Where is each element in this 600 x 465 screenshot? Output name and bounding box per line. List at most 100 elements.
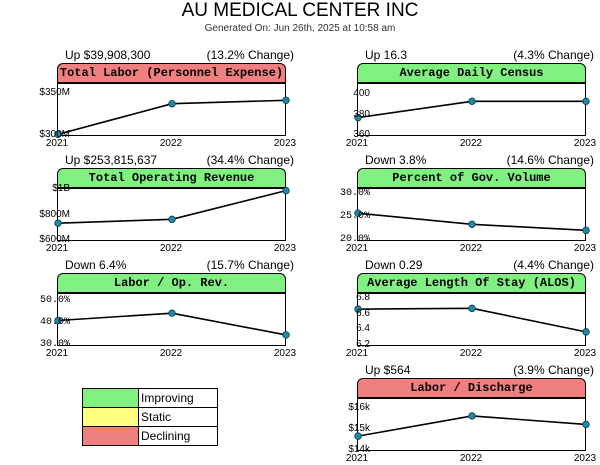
metric-title: Average Daily Census xyxy=(357,63,586,83)
data-point xyxy=(468,304,476,313)
y-tick-label: 30.0% xyxy=(339,187,370,199)
x-tick-label: 2021 xyxy=(45,243,69,254)
legend-item-declining: Declining xyxy=(83,427,217,445)
change-amount: Up $39,908,300 xyxy=(65,48,151,62)
plot-area xyxy=(54,186,290,241)
y-tick-label: $1B xyxy=(52,183,70,194)
data-point xyxy=(582,97,590,106)
plot-area xyxy=(354,188,590,241)
change-amount: Down 6.4% xyxy=(65,258,127,272)
x-tick-label: 2022 xyxy=(159,348,183,359)
legend-swatch-improving xyxy=(83,389,139,407)
data-point xyxy=(468,220,476,229)
data-point xyxy=(54,316,62,325)
data-point xyxy=(282,96,290,104)
chart-panel-labor-op-rev: Down 6.4% (15.7% Change) Labor / Op. Rev. 3… xyxy=(40,258,302,360)
x-tick-label: 2021 xyxy=(345,348,369,359)
change-percent: (4.3% Change) xyxy=(513,48,594,62)
chart-panel-total-operating-revenue: Up $253,815,637 (34.4% Change) Total Opera… xyxy=(39,153,302,255)
x-tick-label: 2022 xyxy=(459,243,483,254)
data-point xyxy=(582,328,590,336)
change-percent: (15.7% Change) xyxy=(206,258,294,272)
legend-label-static: Static xyxy=(141,410,172,424)
y-tick-label: 360 xyxy=(353,129,370,140)
data-point xyxy=(282,186,290,195)
legend-label-declining: Declining xyxy=(141,429,191,443)
data-point xyxy=(54,219,62,227)
plot-area xyxy=(54,293,290,346)
y-tick-label: 20.0% xyxy=(339,234,370,245)
data-point xyxy=(54,130,62,138)
x-tick-label: 2021 xyxy=(345,453,369,464)
generated-timestamp: Generated On: Jun 26th, 2025 at 10:58 am xyxy=(204,23,396,34)
change-percent: (13.2% Change) xyxy=(206,48,294,62)
change-amount: Up 16.3 xyxy=(365,48,408,62)
data-point xyxy=(582,226,590,235)
y-tick-label: 6.4 xyxy=(356,323,370,335)
legend-item-static: Static xyxy=(83,408,217,427)
x-tick-label: 2022 xyxy=(159,243,183,254)
data-point xyxy=(354,113,362,122)
y-tick-label: 50.0% xyxy=(39,294,70,306)
legend-swatch-declining xyxy=(83,427,139,445)
metric-title: Labor / Op. Rev. xyxy=(57,273,286,293)
y-tick-label: 25.0% xyxy=(339,210,370,222)
x-tick-label: 2021 xyxy=(345,138,369,149)
plot-area xyxy=(354,293,590,346)
x-tick-label: 2023 xyxy=(273,138,297,149)
data-point xyxy=(354,305,362,313)
x-tick-label: 2023 xyxy=(273,243,297,254)
change-amount: Up $564 xyxy=(365,363,411,377)
data-point xyxy=(354,432,362,440)
x-tick-label: 2022 xyxy=(459,138,483,149)
data-point xyxy=(354,209,362,217)
line-chart xyxy=(354,304,590,336)
y-tick-label: 30.0% xyxy=(39,339,70,350)
line-chart xyxy=(54,186,290,227)
data-point xyxy=(168,215,176,224)
chart-panel-total-labor-personnel-expense: Up $39,908,300 (13.2% Change) Total Labor … xyxy=(39,48,302,150)
y-tick-label: 40.0% xyxy=(39,316,70,328)
y-tick-label: 380 xyxy=(353,108,370,120)
legend-item-improving: Improving xyxy=(83,389,217,408)
x-tick-label: 2022 xyxy=(459,453,483,464)
data-point xyxy=(168,100,176,108)
line-chart xyxy=(354,412,590,440)
y-tick-label: $350M xyxy=(39,86,70,98)
x-tick-label: 2023 xyxy=(573,243,597,254)
data-point xyxy=(468,412,476,420)
plot-area xyxy=(354,83,590,136)
y-tick-label: $16k xyxy=(348,401,370,413)
y-tick-label: $15k xyxy=(348,422,370,434)
legend: Improving Static Declining xyxy=(82,388,218,446)
y-tick-label: $300M xyxy=(39,129,70,140)
change-percent: (14.6% Change) xyxy=(506,153,594,167)
metric-title: Percent of Gov. Volume xyxy=(357,168,586,188)
change-percent: (4.4% Change) xyxy=(513,258,594,272)
x-tick-label: 2021 xyxy=(345,243,369,254)
metric-title: Total Operating Revenue xyxy=(57,168,286,188)
y-tick-label: $14k xyxy=(348,444,370,455)
change-amount: Down 3.8% xyxy=(365,153,427,167)
metric-title: Labor / Discharge xyxy=(357,378,586,398)
y-tick-label: $800M xyxy=(39,208,70,220)
metric-title: Total Labor (Personnel Expense) xyxy=(57,63,286,83)
change-amount: Down 0.29 xyxy=(365,258,423,272)
page-title: AU MEDICAL CENTER INC xyxy=(181,0,419,21)
x-tick-label: 2022 xyxy=(159,138,183,149)
change-percent: (34.4% Change) xyxy=(206,153,294,167)
y-tick-label: 6.6 xyxy=(356,307,370,319)
plot-area xyxy=(54,83,290,138)
change-percent: (3.9% Change) xyxy=(513,363,594,377)
line-chart xyxy=(354,97,590,122)
line-chart xyxy=(54,96,290,138)
data-point xyxy=(282,331,290,339)
chart-panel-average-daily-census: Up 16.3 (4.3% Change) Average Daily Census… xyxy=(346,48,600,150)
metric-title: Average Length Of Stay (ALOS) xyxy=(357,273,586,293)
x-tick-label: 2021 xyxy=(45,348,69,359)
change-amount: Up $253,815,637 xyxy=(65,153,158,167)
x-tick-label: 2023 xyxy=(273,348,297,359)
line-chart xyxy=(354,209,590,235)
data-point xyxy=(168,309,176,317)
line-chart xyxy=(54,309,290,339)
